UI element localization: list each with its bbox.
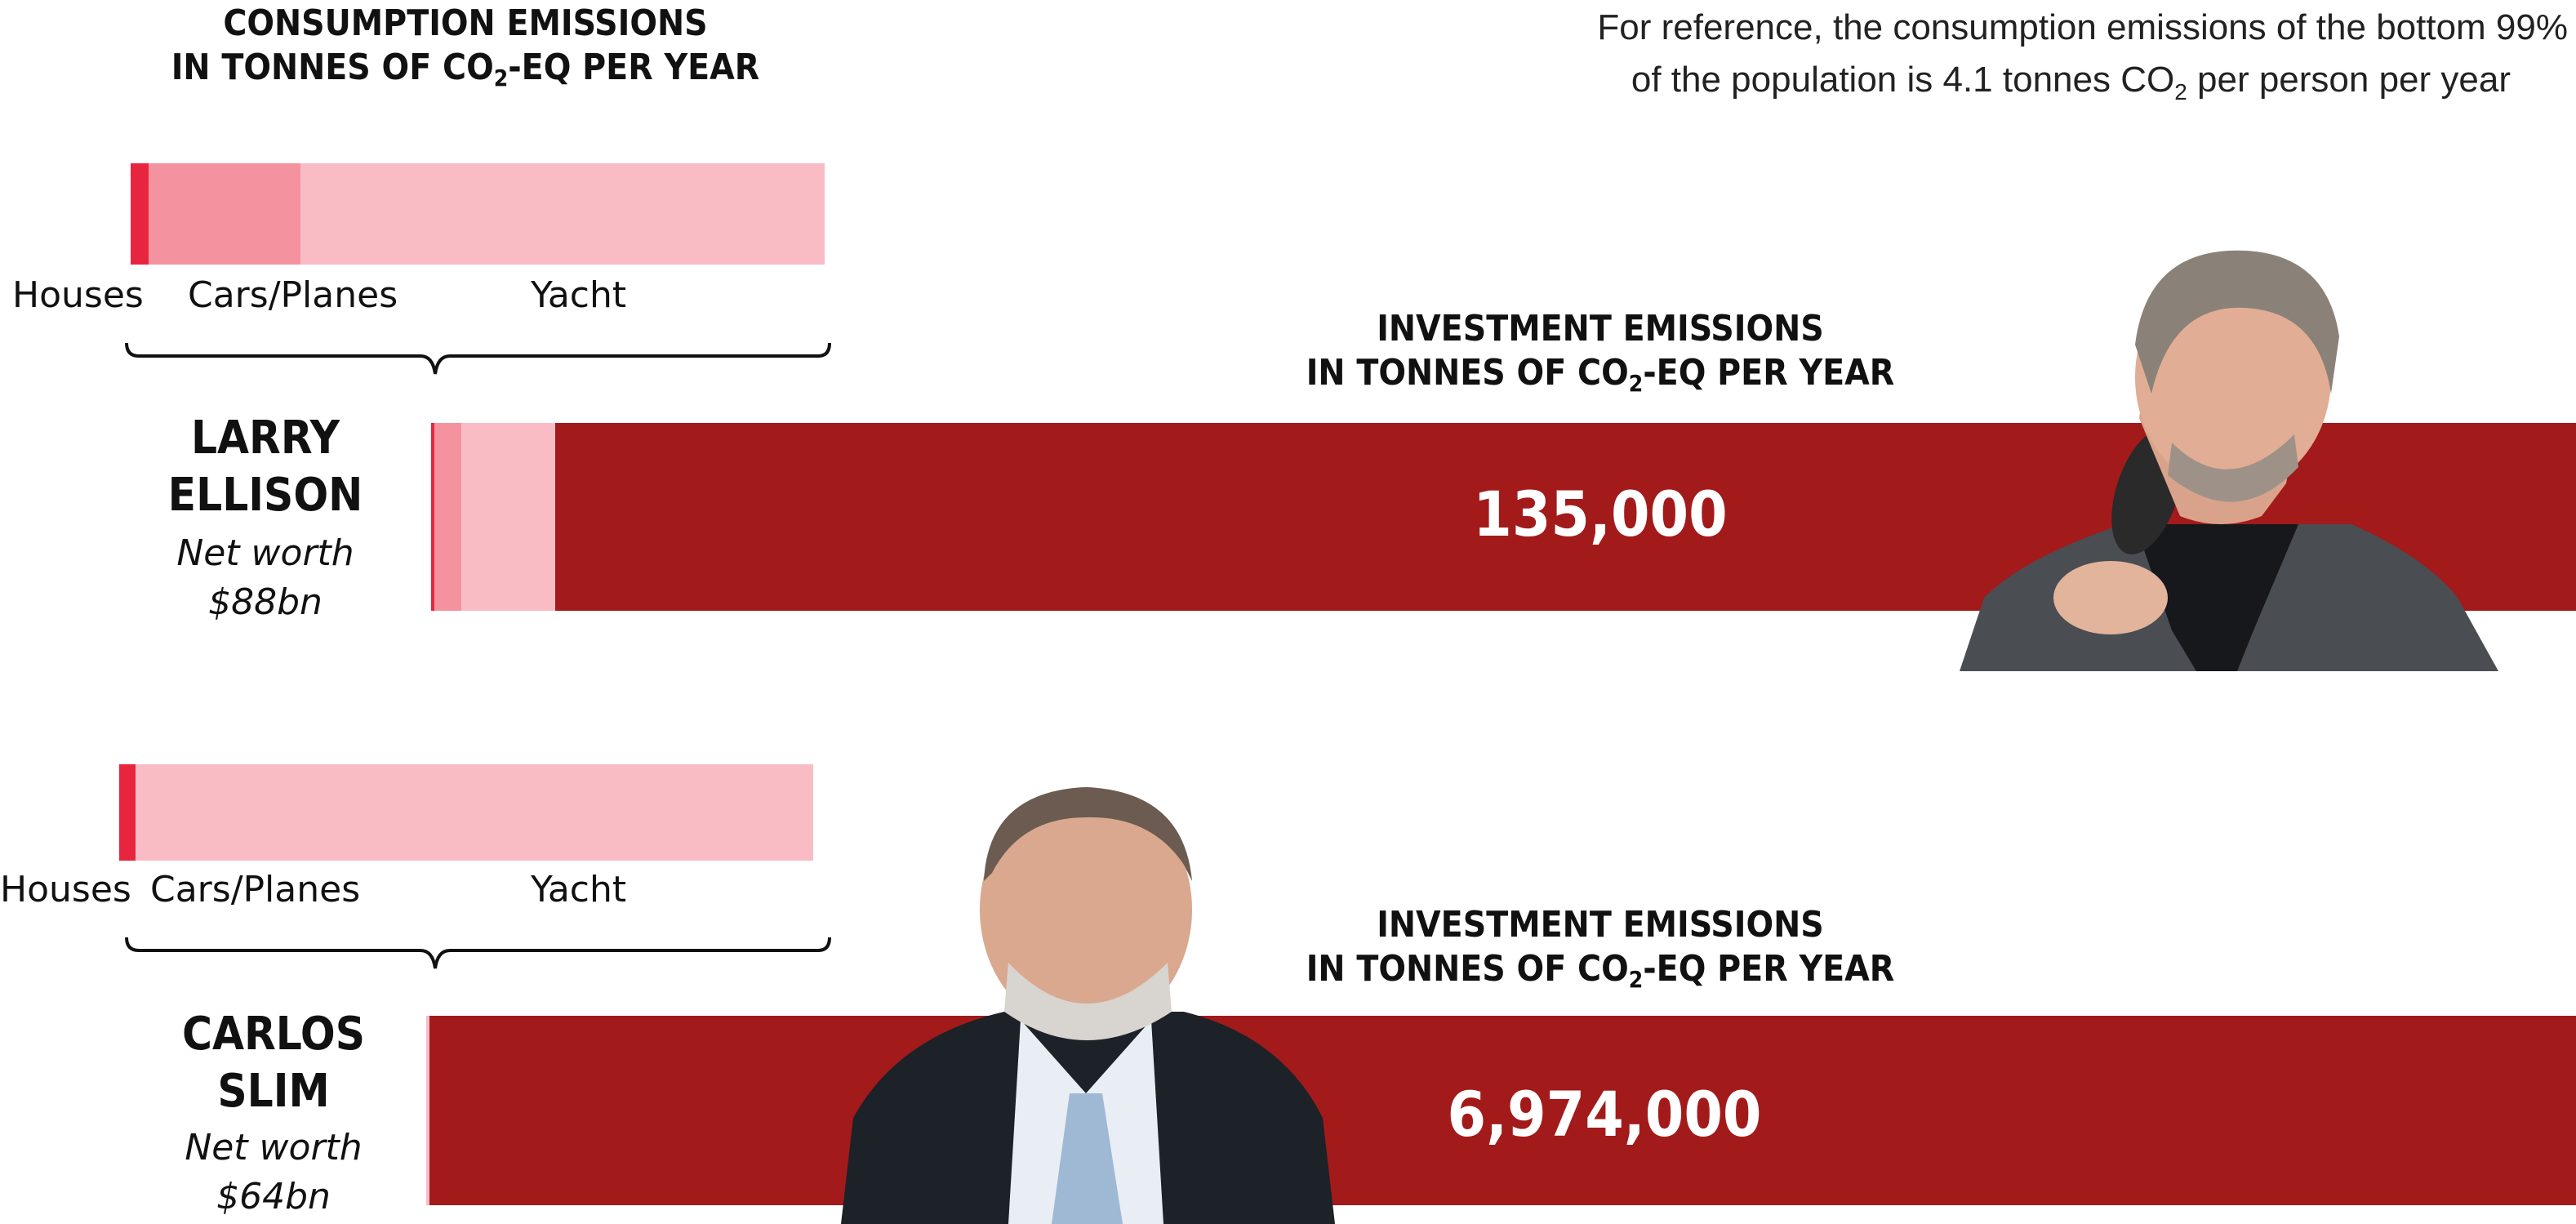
segment-yacht [461, 423, 555, 611]
consumption-bar [131, 163, 825, 265]
consumption-heading: CONSUMPTION EMISSIONS IN TONNES OF CO2-E… [139, 2, 792, 90]
segment-yacht [136, 764, 813, 861]
investment-value: 135,000 [1473, 478, 1728, 550]
person-photo-icon [841, 787, 1335, 1224]
person-name: LARRY ELLISON [167, 412, 363, 522]
investment-bar [426, 1016, 2576, 1205]
net-worth: Net worth $64bn [185, 1127, 363, 1217]
segment-houses [119, 764, 136, 861]
segment-houses [131, 163, 149, 265]
segment-label-houses: Houses [0, 869, 131, 910]
reference-line2: of the population is 4.1 tonnes CO2 per … [1631, 60, 2511, 105]
segment-houses [431, 423, 434, 611]
segment-label-houses: Houses [12, 274, 144, 316]
segment-yacht [426, 1016, 429, 1205]
brace-icon [125, 342, 831, 375]
investment-heading: INVESTMENT EMISSIONS IN TONNES OF CO2-EQ… [1306, 904, 1895, 993]
person-photo-icon [1960, 250, 2498, 671]
consumption-inset [426, 1016, 429, 1205]
reference-line1: For reference, the consumption emissions… [1597, 7, 2568, 47]
brace-icon [125, 937, 831, 969]
segment-label-cars-planes: Cars/Planes [150, 869, 361, 910]
segment-cars-planes [434, 423, 462, 611]
net-worth: Net worth $88bn [176, 532, 354, 623]
segment-label-cars-planes: Cars/Planes [188, 274, 398, 316]
segment-label-yacht: Yacht [531, 869, 627, 910]
consumption-bar [119, 764, 813, 861]
consumption-inset [431, 423, 555, 611]
investment-heading: INVESTMENT EMISSIONS IN TONNES OF CO2-EQ… [1306, 308, 1895, 397]
investment-value: 6,974,000 [1447, 1078, 1762, 1151]
segment-yacht [300, 163, 825, 265]
segment-label-yacht: Yacht [531, 274, 627, 316]
reference-note: For reference, the consumption emissions… [1306, 2, 2568, 106]
segment-cars-planes [149, 163, 301, 265]
person-name: CARLOS SLIM [182, 1008, 365, 1118]
consumption-heading-line2: IN TONNES OF CO2-EQ PER YEAR [171, 47, 760, 91]
consumption-heading-line1: CONSUMPTION EMISSIONS [223, 2, 708, 44]
